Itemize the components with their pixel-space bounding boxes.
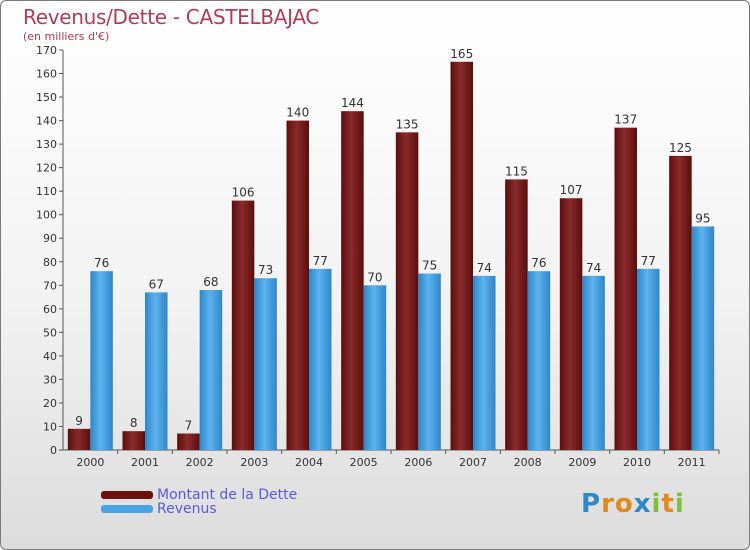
legend-item-revenus: Revenus — [101, 501, 217, 517]
x-tick-label: 2011 — [678, 456, 706, 469]
x-tick-label: 2008 — [514, 456, 542, 469]
y-tick-label: 20 — [43, 397, 57, 410]
bar-debt-2007 — [450, 61, 473, 450]
chart-title: Revenus/Dette - CASTELBAJAC — [23, 5, 320, 29]
bar-revenus-2002 — [199, 290, 223, 450]
data-label: 74 — [586, 261, 601, 275]
logo-letter: t — [661, 489, 675, 519]
y-tick-label: 110 — [36, 185, 57, 198]
y-tick-label: 0 — [50, 444, 57, 457]
data-label: 70 — [367, 270, 382, 284]
data-label: 9 — [75, 414, 83, 428]
bar-revenus-2010 — [637, 268, 660, 450]
bar-debt-2003 — [231, 200, 255, 450]
bar-debt-2005 — [341, 111, 364, 451]
y-tick-label: 140 — [36, 115, 57, 128]
data-label: 8 — [130, 416, 138, 430]
x-tick-label: 2005 — [350, 456, 378, 469]
bar-debt-2002 — [177, 433, 200, 450]
x-tick-label: 2000 — [76, 456, 104, 469]
bar-debt-2000 — [67, 428, 91, 450]
x-tick-label: 2002 — [186, 456, 214, 469]
data-label: 77 — [641, 254, 656, 268]
data-label: 144 — [341, 96, 364, 110]
data-label: 107 — [560, 183, 583, 197]
data-label: 137 — [614, 113, 637, 127]
logo-letter: i — [674, 489, 685, 519]
bar-debt-2009 — [559, 198, 583, 450]
axes: 0 10 20 30 40 50 60 70 80 90 100 110 120 130 140 150 160… — [36, 44, 720, 469]
bar-revenus-2008 — [527, 271, 551, 450]
y-tick-label: 50 — [43, 326, 57, 339]
legend-item-debt: Montant de la Dette — [101, 487, 297, 503]
y-tick-label: 70 — [43, 279, 57, 292]
bar-debt-2011 — [669, 155, 692, 450]
x-tick-label: 2006 — [404, 456, 432, 469]
x-tick-label: 2004 — [295, 456, 323, 469]
data-label: 76 — [531, 256, 546, 270]
data-label: 76 — [94, 256, 109, 270]
data-label: 106 — [232, 186, 255, 200]
data-label: 140 — [286, 106, 309, 120]
bar-debt-2001 — [122, 431, 145, 450]
y-tick-label: 60 — [43, 303, 57, 316]
legend-swatch-revenus — [101, 505, 153, 513]
logo-letter: P — [581, 489, 602, 519]
chart-subtitle: (en milliers d'€) — [23, 30, 110, 43]
data-label: 67 — [149, 277, 164, 291]
x-tick-label: 2010 — [623, 456, 651, 469]
logo-letter: x — [633, 489, 652, 519]
legend-swatch-debt — [101, 491, 153, 499]
data-labels: 9 8 7 106 140 144 135 165 115 107 137 125 76 67 68 73 77… — [75, 47, 710, 433]
data-label: 95 — [695, 211, 710, 225]
legend-label-revenus: Revenus — [157, 501, 217, 517]
data-label: 68 — [203, 275, 218, 289]
proxiti-logo: Proxiti — [581, 489, 685, 519]
bar-revenus-2011 — [691, 226, 715, 450]
bar-revenus-2005 — [363, 285, 387, 450]
data-label: 77 — [313, 254, 328, 268]
data-label: 115 — [505, 164, 528, 178]
bar-revenus-2001 — [145, 292, 168, 450]
y-tick-label: 160 — [36, 68, 57, 81]
data-label: 74 — [477, 261, 492, 275]
x-tick-label: 2001 — [131, 456, 159, 469]
x-tick-label: 2003 — [240, 456, 268, 469]
logo-letter: i — [651, 489, 662, 519]
bar-debt-2006 — [395, 132, 419, 450]
data-label: 75 — [422, 259, 437, 273]
data-label: 125 — [669, 141, 692, 155]
data-label: 135 — [396, 117, 419, 131]
bar-revenus-2000 — [90, 271, 113, 450]
logo-letter: r — [601, 489, 615, 519]
bar-debt-2004 — [286, 120, 309, 451]
data-label: 165 — [450, 47, 473, 61]
y-tick-label: 30 — [43, 373, 57, 386]
bar-debt-2008 — [505, 179, 528, 451]
bar-revenus-2007 — [473, 275, 496, 450]
y-tick-label: 90 — [43, 232, 57, 245]
bar-revenus-2003 — [254, 278, 277, 450]
bar-revenus-2004 — [309, 268, 332, 450]
data-label: 73 — [258, 263, 273, 277]
y-tick-label: 130 — [36, 138, 57, 151]
y-tick-label: 80 — [43, 256, 57, 269]
bar-revenus-2006 — [418, 273, 441, 450]
x-tick-label: 2007 — [459, 456, 487, 469]
y-tick-label: 10 — [43, 420, 57, 433]
bars — [67, 61, 715, 451]
legend-label-debt: Montant de la Dette — [157, 487, 298, 503]
logo-letter: o — [614, 489, 634, 519]
bar-debt-2010 — [614, 127, 637, 450]
data-label: 7 — [185, 419, 193, 433]
y-tick-label: 120 — [36, 162, 57, 175]
y-tick-label: 150 — [36, 91, 57, 104]
x-tick-label: 2009 — [568, 456, 596, 469]
y-tick-label: 170 — [36, 44, 57, 57]
bar-revenus-2009 — [582, 275, 605, 450]
y-tick-label: 100 — [36, 209, 57, 222]
y-tick-label: 40 — [43, 350, 57, 363]
